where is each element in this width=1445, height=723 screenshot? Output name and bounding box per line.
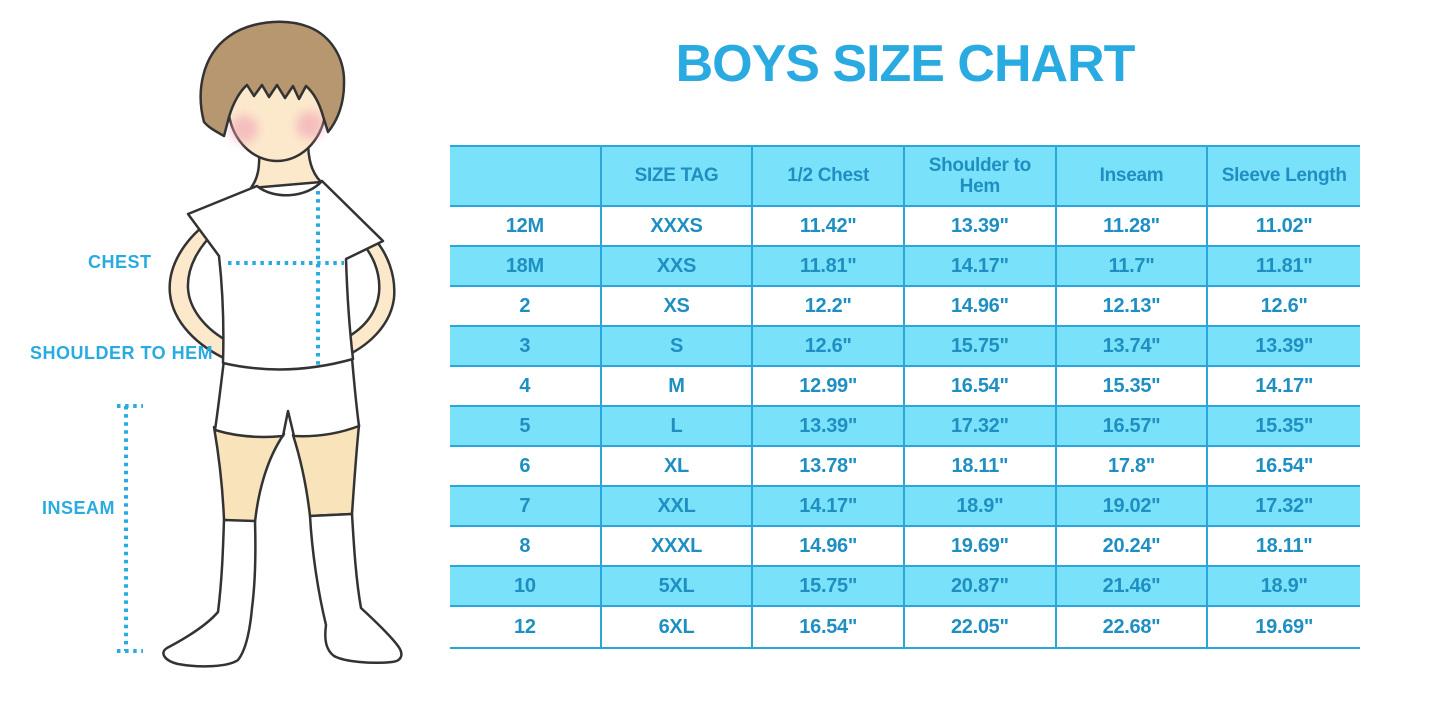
measurement-cell: XXXL bbox=[601, 527, 754, 567]
size-row-label-cell: 12 bbox=[450, 607, 602, 647]
size-row-label-cell: 6 bbox=[450, 447, 602, 487]
measurement-cell: 18.9" bbox=[1208, 567, 1360, 607]
measurement-cell: 13.74" bbox=[1056, 327, 1209, 367]
measurement-cell: 11.81" bbox=[1208, 247, 1360, 287]
measurement-cell: 13.78" bbox=[753, 447, 905, 487]
measurement-cell: 20.24" bbox=[1056, 527, 1209, 567]
shoulder-to-hem-label: SHOULDER TO HEM bbox=[30, 343, 214, 363]
header-cell: Inseam bbox=[1056, 147, 1209, 207]
measurement-cell: 22.05" bbox=[905, 607, 1057, 647]
measurement-cell: 16.54" bbox=[1208, 447, 1360, 487]
size-row-label-cell: 5 bbox=[450, 407, 602, 447]
header-cell: Sleeve Length bbox=[1208, 147, 1360, 207]
measurement-cell: 13.39" bbox=[753, 407, 905, 447]
size-row-label-cell: 4 bbox=[450, 367, 602, 407]
measurement-cell: 18.11" bbox=[905, 447, 1057, 487]
right-leg bbox=[291, 423, 361, 518]
measurement-cell: 17.32" bbox=[905, 407, 1057, 447]
measurement-cell: 14.17" bbox=[1208, 367, 1360, 407]
header-cell: 1/2 Chest bbox=[753, 147, 905, 207]
measurement-cell: 11.7" bbox=[1056, 247, 1209, 287]
measurement-cell: XS bbox=[601, 287, 754, 327]
measurement-cell: 17.8" bbox=[1056, 447, 1209, 487]
measurement-cell: 20.87" bbox=[905, 567, 1057, 607]
left-sock bbox=[162, 518, 257, 668]
measurement-cell: 12.2" bbox=[753, 287, 905, 327]
size-table: SIZE TAG 1/2 Chest Shoulder to Hem Inseam Sl… bbox=[450, 145, 1360, 649]
measurement-cell: XXS bbox=[601, 247, 754, 287]
measurement-cell: 15.75" bbox=[905, 327, 1057, 367]
measurement-cell: 14.96" bbox=[905, 287, 1057, 327]
page-title: BOYS SIZE CHART bbox=[675, 35, 1136, 93]
right-cheek bbox=[296, 111, 324, 139]
measurement-cell: XXXS bbox=[601, 207, 754, 247]
measurement-cell: 16.54" bbox=[753, 607, 905, 647]
measurement-cell: M bbox=[601, 367, 754, 407]
size-row-label-cell: 3 bbox=[450, 327, 602, 367]
measurement-cell: 5XL bbox=[601, 567, 754, 607]
measurement-cell: 13.39" bbox=[1208, 327, 1360, 367]
header-cell-blank bbox=[450, 147, 602, 207]
inseam-label: INSEAM bbox=[42, 498, 116, 518]
measurement-cell: 18.9" bbox=[905, 487, 1057, 527]
measurement-cell: 19.02" bbox=[1056, 487, 1209, 527]
tshirt bbox=[186, 179, 385, 371]
measurement-cell: 11.42" bbox=[753, 207, 905, 247]
shorts bbox=[213, 356, 361, 439]
measurement-cell: 12.6" bbox=[753, 327, 905, 367]
measurement-cell: 19.69" bbox=[905, 527, 1057, 567]
measurement-cell: 14.96" bbox=[753, 527, 905, 567]
size-row-label-cell: 8 bbox=[450, 527, 602, 567]
size-row-label-cell: 12M bbox=[450, 207, 602, 247]
hair bbox=[199, 20, 346, 138]
measurement-cell: 11.81" bbox=[753, 247, 905, 287]
measurement-cell: XL bbox=[601, 447, 754, 487]
size-row-label-cell: 18M bbox=[450, 247, 602, 287]
measurement-cell: 16.57" bbox=[1056, 407, 1209, 447]
measurement-cell: 15.75" bbox=[753, 567, 905, 607]
measurement-cell: 12.6" bbox=[1208, 287, 1360, 327]
measurement-cell: 14.17" bbox=[753, 487, 905, 527]
measurement-cell: 12.13" bbox=[1056, 287, 1209, 327]
measurement-cell: 15.35" bbox=[1056, 367, 1209, 407]
header-cell: SIZE TAG bbox=[601, 147, 754, 207]
measurement-cell: 6XL bbox=[601, 607, 754, 647]
measurement-cell: 11.28" bbox=[1056, 207, 1209, 247]
measurement-cell: 16.54" bbox=[905, 367, 1057, 407]
measurement-cell: 13.39" bbox=[905, 207, 1057, 247]
measurement-cell: 14.17" bbox=[905, 247, 1057, 287]
measurement-cell: L bbox=[601, 407, 754, 447]
size-row-label-cell: 7 bbox=[450, 487, 602, 527]
left-cheek bbox=[230, 115, 258, 143]
left-leg bbox=[212, 425, 286, 524]
measurement-cell: 18.11" bbox=[1208, 527, 1360, 567]
measurement-cell: 21.46" bbox=[1056, 567, 1209, 607]
measurement-cell: S bbox=[601, 327, 754, 367]
measurement-cell: 22.68" bbox=[1056, 607, 1209, 647]
measurement-cell: 19.69" bbox=[1208, 607, 1360, 647]
measurement-figure: CHEST SHOULDER TO HEM INSEAM bbox=[0, 0, 450, 723]
measurement-cell: 15.35" bbox=[1208, 407, 1360, 447]
right-sock bbox=[308, 512, 403, 664]
chest-label: CHEST bbox=[88, 252, 152, 272]
measurement-cell: 17.32" bbox=[1208, 487, 1360, 527]
measurement-cell: 11.02" bbox=[1208, 207, 1360, 247]
measurement-cell: XXL bbox=[601, 487, 754, 527]
size-row-label-cell: 2 bbox=[450, 287, 602, 327]
boy-illustration bbox=[117, 20, 403, 668]
measurement-cell: 12.99" bbox=[753, 367, 905, 407]
header-cell: Shoulder to Hem bbox=[905, 147, 1057, 207]
size-row-label-cell: 10 bbox=[450, 567, 602, 607]
